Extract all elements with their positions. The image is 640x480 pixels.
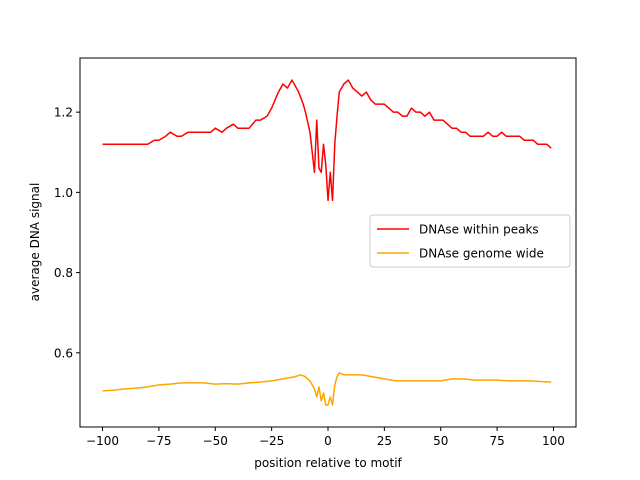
x-tick-label: 50 [433,434,448,448]
x-tick-label: −25 [259,434,284,448]
x-tick-label: −75 [146,434,171,448]
y-tick-label: 1.0 [54,186,73,200]
y-tick-label: 1.2 [54,106,73,120]
y-tick-label: 0.6 [54,346,73,360]
y-tick-label: 0.8 [54,266,73,280]
legend: DNAse within peaks DNAse genome wide [369,214,571,268]
series-line-dnase-within-peaks [102,79,552,202]
y-axis-label: average DNA signal [28,183,42,302]
x-tick-label: 25 [377,434,392,448]
legend-label-genome: DNAse genome wide [419,247,544,261]
series-line-dnase-genome-wide [102,372,552,406]
x-tick-label: −100 [86,434,119,448]
series-group [102,79,552,406]
y-axis: 0.6 0.8 1.0 1.2 [54,106,80,360]
x-tick-label: −50 [203,434,228,448]
legend-label-peaks: DNAse within peaks [419,223,539,237]
x-axis-label: position relative to motif [254,456,402,470]
x-tick-label: 100 [542,434,565,448]
x-tick-label: 0 [324,434,332,448]
x-tick-label: 75 [489,434,504,448]
x-axis: −100 −75 −50 −25 0 25 50 75 100 [86,427,565,448]
legend-frame [369,214,571,268]
